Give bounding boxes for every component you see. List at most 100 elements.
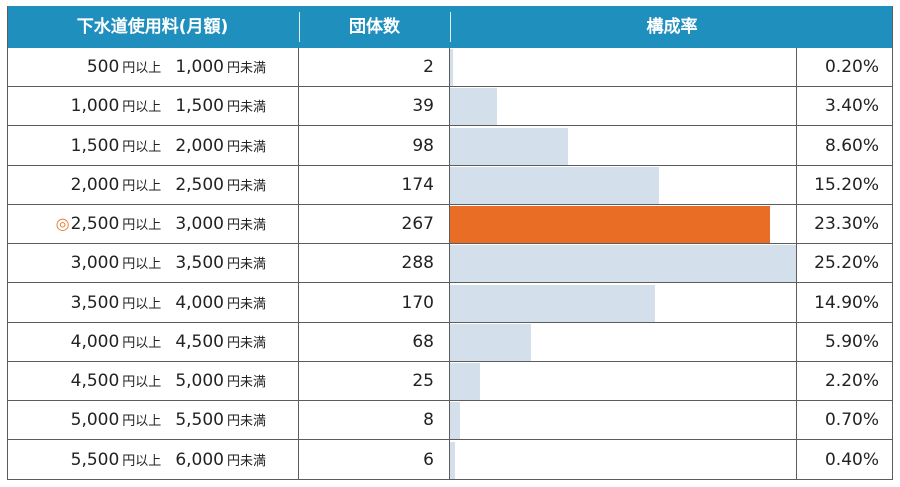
distribution-table: 下水道使用料(月額) 団体数 構成率 500 円以上 1,000 円未満 2 0.20% 1… <box>7 6 893 480</box>
ratio-value: 25.20% <box>814 253 879 274</box>
ratio-cell: 0.40% <box>797 441 893 480</box>
range-lower-value: 2,500 <box>70 214 120 235</box>
range-lower-unit: 円以上 <box>122 296 162 312</box>
table-row: ◎2,500 円以上 3,000 円未満 267 23.30% <box>7 205 893 245</box>
table-row: 4,500 円以上 5,000 円未満 25 2.20% <box>7 362 893 402</box>
range-lower-unit: 円以上 <box>122 375 162 391</box>
column-divider <box>796 48 797 480</box>
bar-cell <box>450 362 796 401</box>
range-upper-value: 4,500 <box>175 331 224 352</box>
range-label: 4,500 円以上 5,000 円未満 <box>71 362 266 402</box>
range-lower-unit: 円以上 <box>122 100 162 116</box>
bar-cell <box>450 401 796 440</box>
ratio-bar <box>450 166 659 204</box>
count-value: 267 <box>401 214 434 235</box>
range-upper-value: 5,000 <box>175 371 224 392</box>
ratio-value: 3.40% <box>824 96 879 117</box>
count-cell: 174 <box>299 166 448 205</box>
range-upper-value: 3,500 <box>175 253 224 274</box>
range-label: 3,000 円以上 3,500 円未満 <box>71 244 266 284</box>
range-upper-value: 2,000 <box>175 135 224 156</box>
range-label: 1,500 円以上 2,000 円未満 <box>71 127 266 167</box>
range-cell: 3,500 円以上 4,000 円未満 <box>7 284 298 323</box>
table-row: 500 円以上 1,000 円未満 2 0.20% <box>7 48 893 87</box>
count-value: 174 <box>401 174 434 195</box>
range-lower-value: 1,500 <box>70 135 120 156</box>
range-upper-unit: 円未満 <box>226 100 266 116</box>
range-lower-value: 4,000 <box>70 331 120 352</box>
ratio-cell: 15.20% <box>797 166 893 205</box>
ratio-value: 5.90% <box>824 331 879 352</box>
range-lower-value: 5,500 <box>70 449 120 470</box>
ratio-value: 0.70% <box>824 410 879 431</box>
count-value: 25 <box>412 371 434 392</box>
range-label: 4,000 円以上 4,500 円未満 <box>71 323 266 363</box>
ratio-bar <box>450 402 460 440</box>
count-value: 6 <box>423 449 434 470</box>
range-lower-unit: 円以上 <box>122 61 162 76</box>
table-row: 4,000 円以上 4,500 円未満 68 5.90% <box>7 323 893 362</box>
table-header: 下水道使用料(月額) 団体数 構成率 <box>7 6 893 48</box>
range-upper-unit: 円未満 <box>226 218 266 234</box>
range-label: 3,500 円以上 4,000 円未満 <box>71 284 266 324</box>
range-lower-value: 3,500 <box>70 292 120 313</box>
range-label: ◎2,500 円以上 3,000 円未満 <box>56 205 266 245</box>
table-row: 2,000 円以上 2,500 円未満 174 15.20% <box>7 166 893 205</box>
ratio-cell: 8.60% <box>797 127 893 166</box>
range-cell: 1,500 円以上 2,000 円未満 <box>7 127 298 166</box>
ratio-value: 15.20% <box>814 174 879 195</box>
range-label: 1,000 円以上 1,500 円未満 <box>71 87 266 127</box>
bar-cell <box>450 284 796 323</box>
bar-cell <box>450 244 796 283</box>
range-upper-value: 3,000 <box>175 214 224 235</box>
count-cell: 98 <box>299 127 448 166</box>
range-cell: 2,000 円以上 2,500 円未満 <box>7 166 298 205</box>
count-cell: 25 <box>299 362 448 401</box>
table-row: 5,000 円以上 5,500 円未満 8 0.70% <box>7 401 893 441</box>
range-lower-unit: 円以上 <box>122 257 162 273</box>
range-lower-unit: 円以上 <box>122 178 162 194</box>
ratio-bar <box>450 441 456 479</box>
table-row: 3,500 円以上 4,000 円未満 170 14.90% <box>7 284 893 323</box>
bar-cell <box>450 441 796 480</box>
range-upper-value: 1,500 <box>175 96 224 117</box>
count-value: 8 <box>423 410 434 431</box>
bar-cell <box>450 48 796 87</box>
ratio-cell: 23.30% <box>797 205 893 244</box>
range-cell: 4,500 円以上 5,000 円未満 <box>7 362 298 401</box>
count-cell: 2 <box>299 48 448 87</box>
ratio-value: 0.40% <box>824 449 879 470</box>
ratio-value: 14.90% <box>814 292 879 313</box>
header-ratio: 構成率 <box>646 17 698 37</box>
count-cell: 288 <box>299 244 448 283</box>
range-cell: 5,500 円以上 6,000 円未満 <box>7 441 298 480</box>
ratio-cell: 0.70% <box>797 401 893 440</box>
range-upper-value: 6,000 <box>175 449 224 470</box>
count-cell: 6 <box>299 441 448 480</box>
bar-cell <box>450 166 796 205</box>
ratio-value: 23.30% <box>814 214 879 235</box>
range-lower-value: 1,000 <box>70 96 120 117</box>
ratio-bar <box>450 323 531 361</box>
count-value: 288 <box>401 253 434 274</box>
range-upper-unit: 円未満 <box>226 296 266 312</box>
range-upper-unit: 円未満 <box>226 139 266 155</box>
range-lower-value: 3,000 <box>70 253 120 274</box>
range-label: 5,500 円以上 6,000 円未満 <box>71 441 266 481</box>
header-count: 団体数 <box>349 17 400 37</box>
count-cell: 170 <box>299 284 448 323</box>
range-label: 2,000 円以上 2,500 円未満 <box>71 166 266 206</box>
range-lower-unit: 円以上 <box>122 218 162 234</box>
range-lower-unit: 円以上 <box>122 414 162 430</box>
table-row: 5,500 円以上 6,000 円未満 6 0.40% <box>7 441 893 480</box>
header-divider <box>450 12 451 42</box>
range-lower-unit: 円以上 <box>122 335 162 351</box>
range-cell: 3,000 円以上 3,500 円未満 <box>7 244 298 283</box>
ratio-bar <box>450 245 796 283</box>
ratio-bar <box>450 284 655 322</box>
range-cell: ◎2,500 円以上 3,000 円未満 <box>7 205 298 244</box>
ratio-bar <box>450 363 481 401</box>
count-cell: 8 <box>299 401 448 440</box>
column-divider <box>298 48 299 480</box>
count-cell: 68 <box>299 323 448 362</box>
